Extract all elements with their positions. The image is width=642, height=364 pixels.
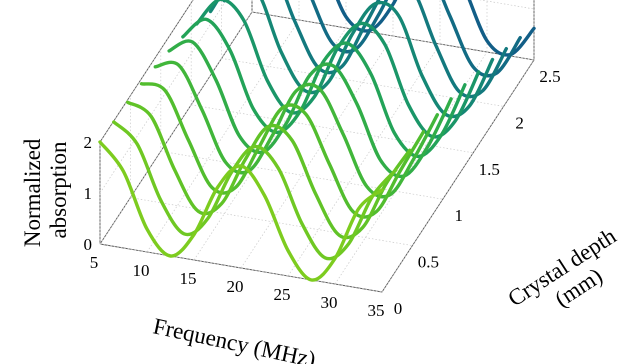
series-line-depth-0.682: [139, 82, 426, 219]
back-gridline-z: [251, 11, 535, 61]
floor-gridline-y: [191, 104, 474, 154]
floor-gridline-x: [146, 19, 300, 253]
series-line-depth-0: [98, 140, 384, 282]
y-tick-label: 2: [515, 113, 524, 132]
x-tick-label: 10: [133, 261, 150, 280]
x-axis-label: Frequency (MHz): [151, 313, 318, 364]
floor-gridline-y: [221, 58, 504, 107]
series-lines: [98, 0, 536, 282]
y-tick-label: 1.5: [479, 160, 500, 179]
x-tick-label: 35: [368, 301, 385, 320]
x-tick-label: 20: [227, 277, 244, 296]
x-tick-label: 5: [90, 253, 99, 272]
tick-labels: 5 10 15 20 25 30 35 0 0.5 1 1.5 2 2.5 0 1 2: [84, 67, 561, 320]
series-line-depth-0.227: [112, 120, 398, 261]
x-tick-label: 15: [180, 269, 197, 288]
y-axis-label: Crystal depth (mm): [503, 220, 639, 333]
series-line-depth-0.455: [126, 100, 412, 240]
z-axis-label-line1: Normalized: [20, 138, 45, 247]
floor-gridline-y: [130, 197, 413, 246]
floor-gridline-x: [240, 35, 394, 269]
z-tick-label: 1: [84, 184, 93, 203]
series-line-depth-1.364: [181, 17, 467, 159]
series-line-depth-0.909: [153, 60, 439, 199]
x-tick-label: 25: [274, 285, 291, 304]
z-axis-label-line2: absorption: [46, 141, 71, 239]
z-axis-label: Normalized absorption: [20, 133, 71, 247]
series-line-depth-2.5: [335, 0, 536, 57]
y-tick-label: 0: [394, 299, 403, 318]
x-tick-label: 30: [321, 293, 338, 312]
z-tick-label: 0: [84, 235, 93, 254]
z-tick-label: 2: [84, 133, 93, 152]
floor-gridline-y: [99, 243, 383, 293]
grid-lines: [99, 0, 535, 293]
y-tick-label: 1: [455, 206, 464, 225]
left-gridline-z: [99, 11, 253, 245]
back-gridline-z: [479, 0, 535, 10]
floor-gridline-x: [287, 43, 441, 277]
left-gridline-z: [99, 0, 227, 194]
left-gridline-z: [99, 0, 194, 143]
series-line-depth-2.273: [310, 0, 522, 78]
floor-gridline-x: [381, 59, 535, 293]
y-tick-label: 2.5: [539, 67, 560, 86]
y-tick-label: 0.5: [418, 253, 439, 272]
